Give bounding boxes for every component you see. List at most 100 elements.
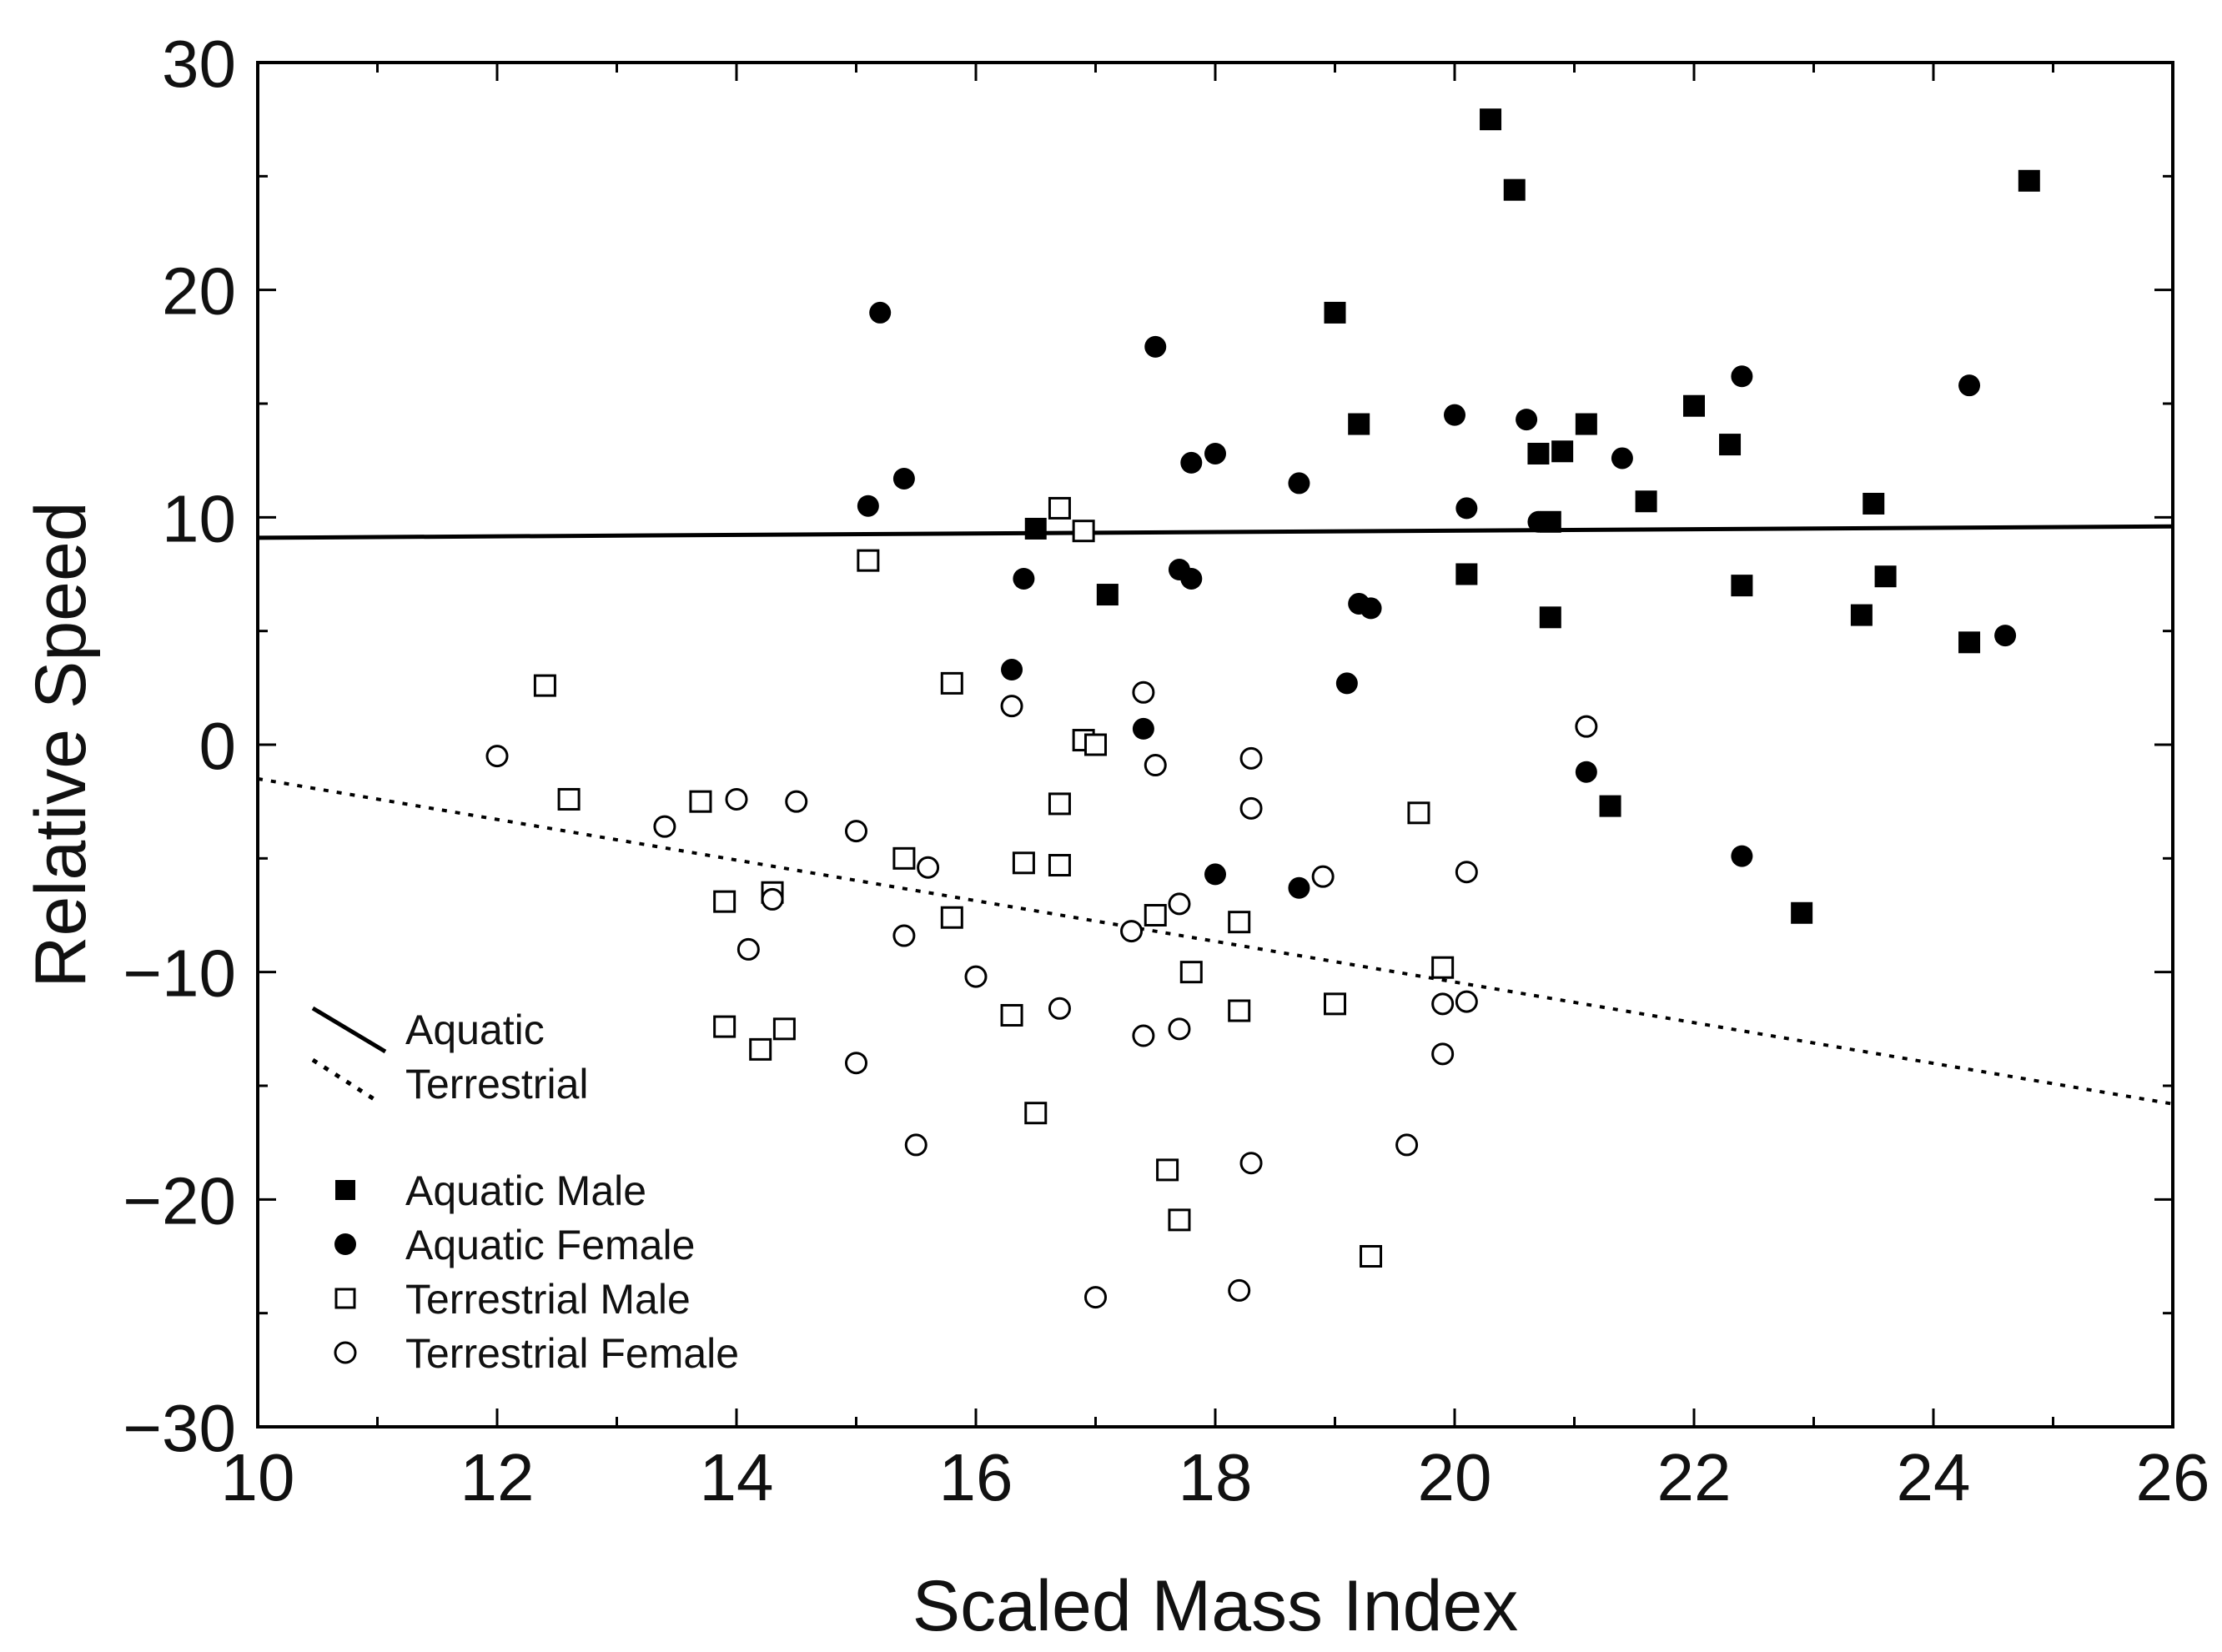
aquatic-female-point: [1575, 761, 1597, 783]
aquatic-male-point: [1503, 178, 1526, 201]
aquatic-male-point: [2018, 169, 2040, 192]
aquatic-female-point: [869, 301, 892, 324]
x-tick-label: 16: [939, 1440, 1013, 1514]
terrestrial-female-point: [904, 1133, 928, 1157]
legend-terrestrial-label: Terrestrial: [405, 1061, 588, 1107]
terrestrial-male-point: [713, 1015, 736, 1038]
aquatic-female-point: [1335, 672, 1358, 695]
terrestrial-female-point: [1168, 1017, 1191, 1041]
terrestrial-female-point: [761, 887, 784, 911]
aquatic-male-point: [1863, 492, 1885, 515]
aquatic-female-point: [1731, 365, 1753, 388]
aquatic-female-point: [1013, 567, 1035, 590]
regression-line-terrestrial: [257, 776, 2174, 1106]
aquatic-female-point: [1144, 335, 1167, 358]
legend-aquatic-label: Aquatic: [405, 1007, 545, 1053]
terrestrial-male-point: [892, 846, 916, 870]
legend-terrestrial-female-marker: [334, 1341, 357, 1364]
terrestrial-female-point: [1455, 861, 1478, 884]
aquatic-male-point: [1024, 517, 1047, 540]
aquatic-female-point: [1180, 567, 1203, 590]
terrestrial-female-point: [725, 787, 748, 811]
x-tick-label: 20: [1418, 1440, 1492, 1514]
legend-terrestrial-male-marker: [334, 1288, 356, 1309]
terrestrial-male-point: [1228, 999, 1251, 1022]
terrestrial-female-point: [785, 790, 808, 813]
terrestrial-male-point: [1084, 733, 1107, 756]
terrestrial-female-point: [892, 924, 916, 947]
terrestrial-female-point: [1132, 1024, 1155, 1047]
aquatic-female-point: [1527, 510, 1550, 533]
aquatic-male-point: [1683, 394, 1705, 417]
terrestrial-male-point: [772, 1017, 796, 1041]
aquatic-female-point: [1516, 409, 1538, 431]
terrestrial-male-point: [1360, 1245, 1383, 1268]
terrestrial-female-point: [1239, 1152, 1263, 1175]
terrestrial-male-point: [1072, 520, 1095, 543]
terrestrial-male-point: [1228, 911, 1251, 934]
legend-markers: Aquatic Male Aquatic Female Terrestrial …: [334, 1167, 739, 1377]
legend-aquatic-female-marker: [334, 1233, 356, 1255]
terrestrial-male-point: [940, 906, 963, 929]
x-tick-label: 10: [221, 1440, 295, 1514]
aquatic-female-point: [1731, 845, 1753, 867]
terrestrial-female-point: [1132, 680, 1155, 704]
terrestrial-female-point: [1228, 1278, 1251, 1302]
terrestrial-male-point: [1407, 801, 1430, 825]
terrestrial-male-point: [1179, 961, 1203, 984]
aquatic-male-point: [1850, 604, 1873, 626]
terrestrial-male-point: [749, 1037, 772, 1061]
terrestrial-female-point: [845, 1052, 867, 1075]
y-tick-label: −10: [123, 936, 236, 1011]
x-axis-title: Scaled Mass Index: [912, 1566, 1519, 1646]
terrestrial-female-point: [1239, 746, 1263, 770]
terrestrial-male-point: [1048, 496, 1071, 520]
x-tick-label: 26: [2136, 1440, 2210, 1514]
aquatic-female-point: [1444, 404, 1465, 426]
legend-aquatic-female-label: Aquatic Female: [405, 1222, 695, 1268]
terrestrial-male-point: [1431, 956, 1455, 979]
aquatic-male-point: [1527, 442, 1550, 464]
y-tick-label: −30: [123, 1391, 236, 1465]
aquatic-female-point: [892, 467, 915, 490]
aquatic-female-point: [1288, 472, 1310, 495]
terrestrial-female-point: [1431, 1042, 1455, 1066]
terrestrial-male-point: [1168, 1208, 1191, 1232]
aquatic-male-point: [1731, 575, 1753, 597]
terrestrial-male-point: [1144, 904, 1167, 926]
terrestrial-male-point: [1048, 854, 1071, 877]
terrestrial-female-point: [1120, 920, 1144, 943]
aquatic-male-point: [1599, 795, 1621, 817]
legend-lines: Aquatic Terrestrial: [311, 1006, 588, 1107]
aquatic-male-point: [1539, 606, 1561, 629]
y-tick-label: 20: [162, 254, 236, 329]
aquatic-female-point: [1994, 625, 2017, 647]
terrestrial-female-point: [1455, 990, 1478, 1013]
terrestrial-male-point: [689, 790, 712, 813]
terrestrial-female-point: [1048, 997, 1071, 1020]
y-tick-label: −20: [123, 1163, 236, 1238]
x-tick-label: 12: [460, 1440, 535, 1514]
terrestrial-male-point: [1012, 851, 1035, 875]
terrestrial-female-point: [1084, 1286, 1107, 1309]
aquatic-male-point: [1455, 563, 1478, 585]
terrestrial-male-point: [533, 674, 556, 697]
y-axis-title: Relative Speed: [21, 501, 101, 987]
aquatic-male-point: [1958, 631, 1981, 654]
terrestrial-female-point: [1395, 1133, 1419, 1157]
terrestrial-male-point: [1048, 792, 1071, 816]
terrestrial-female-point: [917, 856, 940, 879]
terrestrial-male-point: [940, 671, 963, 695]
aquatic-female-point: [1611, 447, 1633, 469]
terrestrial-female-point: [1311, 865, 1335, 888]
terrestrial-female-point: [653, 815, 676, 838]
legend-aquatic-line-swatch: [311, 1006, 387, 1054]
aquatic-male-point: [1635, 490, 1657, 513]
aquatic-male-point: [1348, 413, 1370, 435]
terrestrial-male-point: [1024, 1102, 1048, 1125]
legend-terrestrial-female-label: Terrestrial Female: [405, 1330, 739, 1377]
aquatic-male-point: [1480, 108, 1502, 131]
aquatic-male-point: [1096, 584, 1119, 606]
regression-lines: [257, 524, 2174, 1106]
